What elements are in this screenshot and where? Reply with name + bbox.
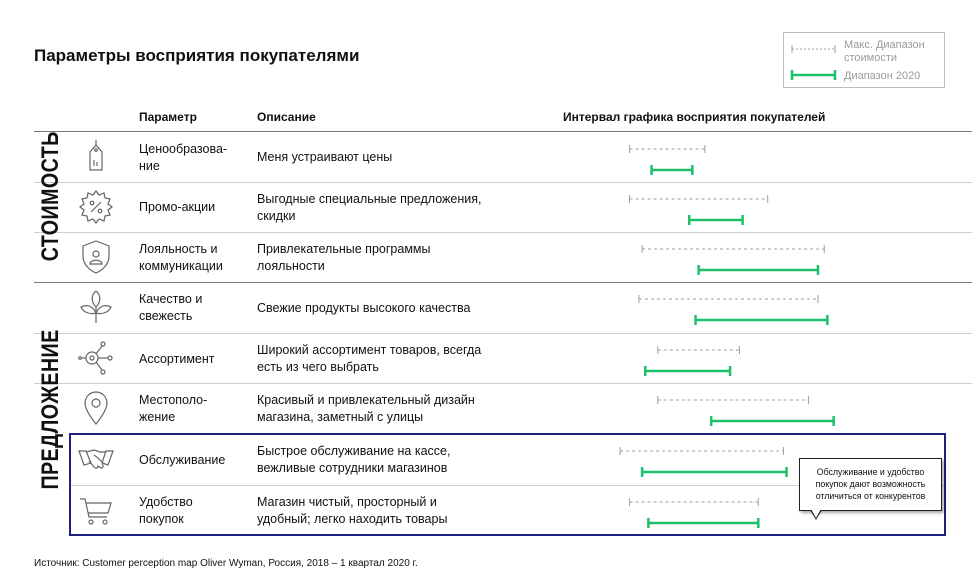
source-note: Источник: Customer perception map Oliver… (34, 558, 418, 569)
param-location: Местополо- жение (139, 393, 208, 424)
legend-swatches (790, 45, 837, 80)
param-pricing: Ценообразова- ние (139, 142, 228, 173)
shopping-cart-icon (80, 498, 112, 525)
desc-convenience: Магазин чистый, просторный и удобный; ле… (257, 495, 448, 526)
assortment-network-icon (78, 341, 113, 375)
leaf-icon (80, 290, 112, 323)
divider (34, 383, 972, 384)
param-promo: Промо-акции (139, 200, 216, 214)
legend-2020-label: Диапазон 2020 (844, 70, 921, 82)
desc-loyalty: Привлекательные программы лояльности (257, 242, 431, 273)
divider (34, 232, 972, 233)
header-interval: Интервал графика восприятия покупателей (563, 110, 826, 124)
location-pin-icon (84, 391, 108, 425)
param-loyalty: Лояльность и коммуникации (139, 242, 223, 273)
handshake-icon (78, 449, 114, 469)
header-desc: Описание (257, 110, 316, 124)
desc-promo: Выгодные специальные предложения, скидки (257, 192, 482, 223)
divider (34, 282, 972, 283)
legend: Макс. Диапазон стоимости Диапазон 2020 (783, 32, 945, 88)
desc-assortment: Широкий ассортимент товаров, всегда есть… (257, 343, 482, 374)
price-tag-icon (89, 140, 103, 171)
page-title: Параметры восприятия покупателями (34, 46, 360, 65)
legend-max-label: Макс. Диапазон стоимости (844, 39, 925, 64)
loyalty-shield-icon (82, 240, 110, 274)
divider (34, 333, 972, 334)
callout: Обслуживание и удобство покупок дают воз… (799, 458, 942, 511)
divider (34, 182, 972, 183)
desc-location: Красивый и привлекательный дизайн магази… (257, 393, 475, 424)
divider (34, 131, 972, 132)
highlight-box (69, 433, 946, 536)
header-param: Параметр (139, 110, 197, 124)
desc-quality: Свежие продукты высокого качества (257, 301, 471, 315)
param-convenience: Удобство покупок (139, 495, 193, 526)
desc-service: Быстрое обслуживание на кассе, вежливые … (257, 444, 451, 475)
param-assortment: Ассортимент (139, 352, 215, 366)
desc-pricing: Меня устраивают цены (257, 150, 393, 164)
divider (69, 485, 946, 486)
callout-tail-inner (811, 509, 821, 518)
param-service: Обслуживание (139, 453, 226, 467)
discount-badge-icon (79, 190, 113, 224)
param-quality: Качество и свежесть (139, 292, 203, 323)
